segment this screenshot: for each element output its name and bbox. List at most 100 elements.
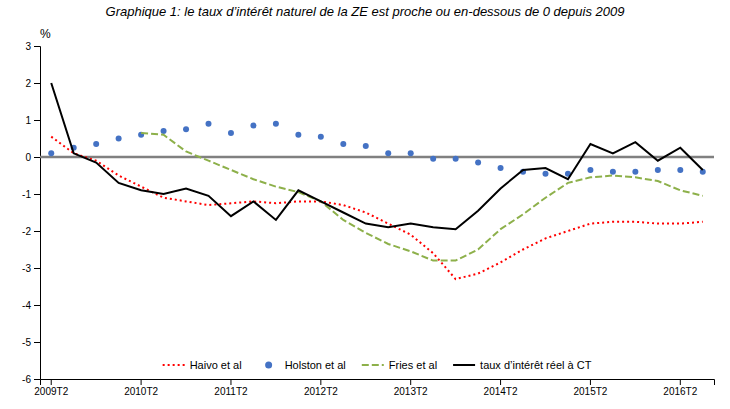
x-tick: 2014T2 [484,379,518,397]
legend-label: Fries et al [389,359,437,371]
y-tick: -5 [22,337,40,348]
y-tick-label: -2 [22,226,31,237]
point [677,167,683,173]
x-tick-label: 2010T2 [124,386,158,397]
point [183,126,189,132]
x-tick: 2011T2 [214,379,248,397]
point [363,143,369,149]
point [632,169,638,175]
point [48,150,54,156]
x-tick: 2009T2 [34,379,68,397]
y-tick: 1 [25,115,40,126]
line [51,83,703,229]
point [116,136,122,142]
point [228,130,234,136]
x-tick: 2015T2 [573,379,607,397]
x-tick-label: 2013T2 [394,386,428,397]
x-tick: 2012T2 [304,379,338,397]
y-axis-label: % [40,27,51,41]
y-tick-label: -1 [22,189,31,200]
point [273,121,279,127]
x-tick-label: 2012T2 [304,386,338,397]
x-tick-mark [680,379,681,385]
legend-swatch [453,364,475,366]
point [430,156,436,162]
point [655,167,661,173]
x-tick-label: 2011T2 [214,386,248,397]
y-axis-line [34,47,41,380]
x-tick-mark [410,379,411,385]
legend-label: Haivo et al [190,359,242,371]
x-tick: 2013T2 [394,379,428,397]
legend-swatch [265,362,272,369]
y-tick-mark [34,46,40,47]
x-tick-mark [230,379,231,385]
y-tick-mark [34,120,40,121]
y-tick: -3 [22,263,40,274]
x-axis: 2009T2 2010T2 2011T2 2012T2 2013T2 2014T2 2015… [34,379,714,397]
point [318,134,324,140]
legend-item: Fries et al [362,359,437,371]
x-tick-mark [320,379,321,385]
point [587,167,593,173]
point [453,156,459,162]
legend-item: Haivo et al [163,359,242,371]
point [610,169,616,175]
y-tick: -4 [22,300,40,311]
y-tick-label: 2 [25,78,31,89]
y-tick-mark [34,83,40,84]
y-tick-label: -6 [22,374,31,385]
reference-line [40,156,714,159]
y-tick-mark [34,231,40,232]
point [161,128,167,134]
y-axis: -6 -5 -4 -3 -2 -1 0 1 2 3 [22,41,40,385]
y-tick: -2 [22,226,40,237]
legend-swatch [362,364,384,366]
y-tick-label: -5 [22,337,31,348]
y-tick-mark [34,194,40,195]
legend-item: Holston et al [265,359,346,371]
point [340,141,346,147]
plot-area [40,83,714,279]
chart: Graphique 1: le taux d’intérêt naturel d… [0,0,730,409]
y-tick-label: 3 [25,41,31,52]
y-tick-mark [34,342,40,343]
y-tick-label: 1 [25,115,31,126]
y-tick-mark [34,379,40,380]
legend: Haivo et al Holston et al Fries et al taux … [163,359,592,371]
x-tick-mark [590,379,591,385]
x-tick-mark [500,379,501,385]
y-tick-mark [34,305,40,306]
x-tick: 2016T2 [663,379,697,397]
point [93,141,99,147]
point [250,123,256,129]
x-tick-mark [141,379,142,385]
y-tick: 2 [25,78,40,89]
y-tick-mark [34,268,40,269]
x-tick-label: 2015T2 [573,386,607,397]
y-tick: -6 [22,374,40,385]
y-tick-label: 0 [25,152,31,163]
point [408,150,414,156]
line [141,133,703,261]
legend-swatch [163,364,185,366]
x-tick-label: 2009T2 [34,386,68,397]
title: Graphique 1: le taux d’intérêt naturel d… [106,4,625,19]
y-tick: 0 [25,152,40,163]
x-tick-mark [51,379,52,385]
x-tick-label: 2014T2 [484,386,518,397]
point [295,132,301,138]
y-tick: -1 [22,189,40,200]
point [206,121,212,127]
y-tick-label: -3 [22,263,31,274]
scatter-series [48,121,706,177]
legend-label: Holston et al [285,359,346,371]
y-tick: 3 [25,41,40,52]
y-tick-mark [34,157,40,158]
line [51,137,703,279]
point [385,150,391,156]
point [498,165,504,171]
legend-label: taux d’intérêt réel à CT [480,359,592,371]
x-tick-label: 2016T2 [663,386,697,397]
x-axis-line [41,380,715,386]
